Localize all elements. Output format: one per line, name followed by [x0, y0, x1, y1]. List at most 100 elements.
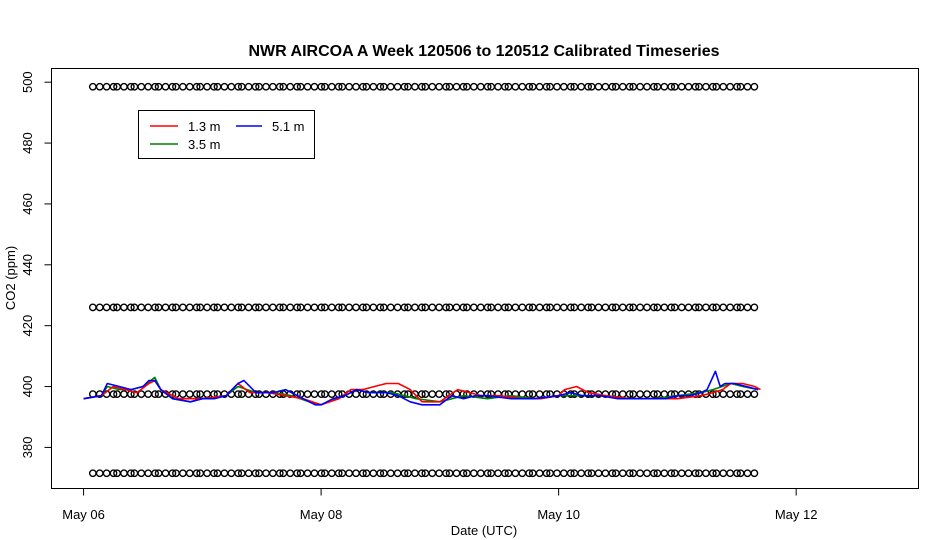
- reference-point: [293, 82, 302, 91]
- reference-point: [442, 82, 450, 91]
- y-tick-label: 420: [20, 315, 35, 337]
- y-tick-label: 380: [20, 437, 35, 459]
- reference-point: [750, 390, 759, 399]
- reference-point: [584, 303, 592, 312]
- reference-point: [501, 303, 509, 312]
- reference-point: [109, 82, 118, 91]
- reference-point: [400, 469, 409, 478]
- reference-point: [608, 469, 617, 478]
- y-tick-label: 440: [20, 254, 35, 276]
- reference-point: [210, 469, 218, 478]
- reference-point: [126, 82, 135, 91]
- reference-point: [459, 469, 468, 478]
- reference-point: [376, 390, 385, 399]
- reference-point: [334, 82, 343, 91]
- reference-point: [109, 469, 118, 478]
- reference-point: [733, 390, 741, 399]
- reference-point: [733, 469, 741, 478]
- reference-point: [275, 303, 284, 312]
- reference-point: [459, 303, 468, 312]
- reference-point: [483, 303, 492, 312]
- reference-point: [168, 303, 177, 312]
- reference-point: [625, 469, 634, 478]
- reference-point: [293, 469, 302, 478]
- reference-point: [708, 469, 717, 478]
- reference-point: [459, 82, 468, 91]
- reference-point: [275, 82, 284, 91]
- reference-point: [566, 82, 575, 91]
- reference-point: [210, 303, 218, 312]
- reference-point: [359, 469, 367, 478]
- reference-point: [667, 82, 676, 91]
- reference-point: [525, 469, 534, 478]
- reference-point: [417, 390, 426, 399]
- reference-point: [608, 82, 617, 91]
- reference-point: [667, 303, 676, 312]
- reference-point: [501, 82, 509, 91]
- reference-point: [109, 390, 118, 399]
- reference-point: [649, 82, 658, 91]
- reference-point: [234, 82, 243, 91]
- reference-point: [334, 303, 343, 312]
- reference-point: [542, 303, 551, 312]
- reference-point: [625, 82, 634, 91]
- reference-point: [708, 303, 717, 312]
- reference-point: [359, 303, 367, 312]
- y-tick-label: 480: [20, 132, 35, 154]
- y-tick-label: 460: [20, 193, 35, 215]
- reference-point: [483, 469, 492, 478]
- reference-point: [376, 469, 385, 478]
- reference-point: [733, 82, 741, 91]
- reference-point: [584, 390, 592, 399]
- reference-point: [293, 303, 302, 312]
- reference-point: [750, 469, 759, 478]
- reference-point: [483, 390, 492, 399]
- reference-point: [251, 390, 260, 399]
- reference-point: [334, 469, 343, 478]
- reference-point: [525, 303, 534, 312]
- x-tick-label: May 06: [62, 507, 105, 522]
- reference-point: [192, 390, 201, 399]
- reference-point: [192, 303, 201, 312]
- reference-point: [109, 303, 118, 312]
- reference-point: [251, 303, 260, 312]
- reference-point: [691, 303, 700, 312]
- reference-point: [168, 82, 177, 91]
- plot-frame: [51, 68, 919, 489]
- reference-point: [151, 390, 159, 399]
- reference-point: [525, 82, 534, 91]
- chart-title: NWR AIRCOA A Week 120506 to 120512 Calib…: [248, 43, 719, 60]
- series-lines: [83, 370, 761, 406]
- reference-point: [566, 303, 575, 312]
- reference-point: [625, 390, 634, 399]
- y-axis-label: CO2 (ppm): [3, 246, 18, 310]
- reference-point: [417, 303, 426, 312]
- reference-point: [417, 469, 426, 478]
- reference-point: [251, 82, 260, 91]
- plot-area: [83, 82, 761, 478]
- reference-point: [317, 82, 326, 91]
- reference-point: [234, 469, 243, 478]
- reference-point: [400, 82, 409, 91]
- reference-point: [584, 469, 592, 478]
- x-tick-label: May 12: [775, 507, 818, 522]
- reference-point: [317, 469, 326, 478]
- reference-point: [584, 82, 592, 91]
- reference-point: [501, 469, 509, 478]
- reference-point: [542, 469, 551, 478]
- reference-point: [210, 82, 218, 91]
- reference-point: [151, 303, 159, 312]
- reference-point: [750, 82, 759, 91]
- reference-point: [691, 82, 700, 91]
- series-line-5-1-m: [83, 370, 759, 406]
- reference-point: [126, 303, 135, 312]
- reference-point: [649, 390, 658, 399]
- reference-point: [359, 82, 367, 91]
- reference-point: [667, 469, 676, 478]
- reference-point: [192, 469, 201, 478]
- y-axis: 380 400 420 440 460 480 500: [20, 71, 52, 458]
- reference-point: [542, 82, 551, 91]
- reference-point: [483, 82, 492, 91]
